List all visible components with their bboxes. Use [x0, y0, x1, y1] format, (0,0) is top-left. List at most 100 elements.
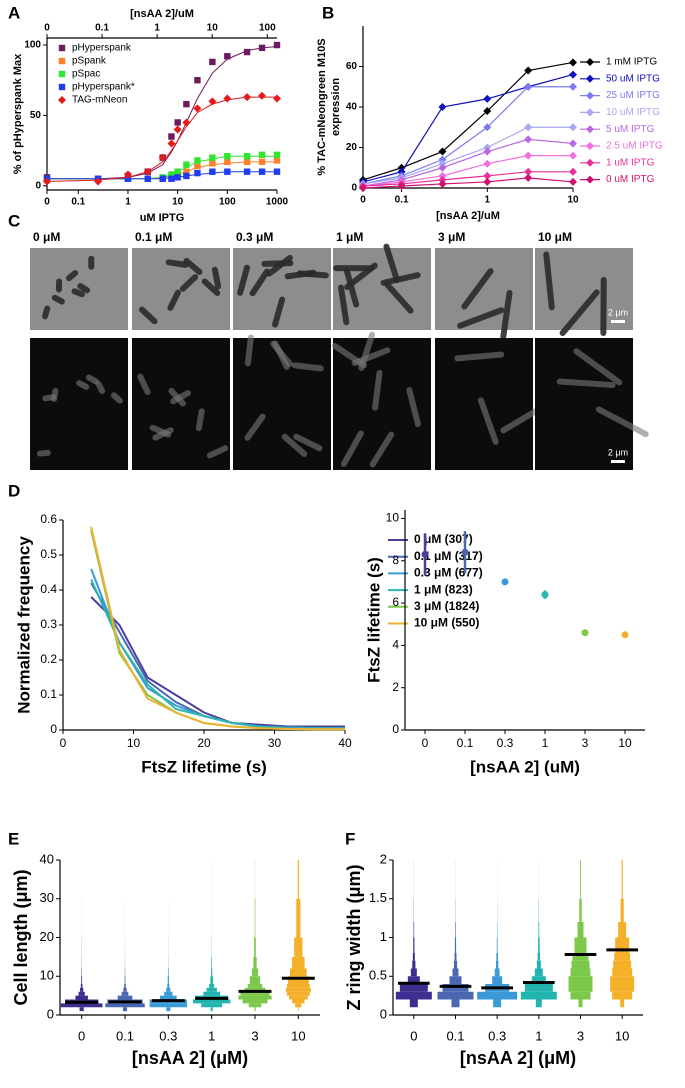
- x-tick-label: 0.3: [488, 1028, 506, 1043]
- point: [542, 591, 549, 598]
- point: [524, 123, 532, 131]
- x-tick-label: 100: [219, 197, 236, 208]
- micrograph-label: 3 μM: [438, 230, 465, 244]
- histogram-bin: [201, 1003, 222, 1007]
- x-tick-label: 0.3: [159, 1028, 177, 1043]
- x-tick-label: 10: [618, 736, 632, 750]
- histogram-bin: [79, 992, 85, 996]
- y-tick-label: 8: [392, 553, 399, 567]
- y-axis-label: FtsZ lifetime (s): [364, 557, 383, 683]
- point: [244, 159, 250, 165]
- x-tick-label: 1: [125, 197, 131, 208]
- histogram-bin: [455, 922, 456, 938]
- x-tick-label: 0.1: [457, 736, 474, 750]
- x-tick-label: 0.1: [395, 195, 409, 206]
- legend-marker: [59, 45, 65, 51]
- histogram-bin: [453, 969, 459, 977]
- point: [422, 551, 429, 558]
- point: [224, 53, 230, 59]
- histogram-bin: [289, 996, 308, 1000]
- legend-label: 10 uM IPTG: [606, 107, 660, 118]
- x-tick-label: 1000: [266, 197, 289, 208]
- series-line: [91, 531, 345, 730]
- histogram-bin: [238, 996, 271, 1000]
- point: [259, 159, 265, 165]
- histogram-bin: [81, 984, 83, 988]
- histogram-bin: [248, 984, 263, 988]
- point: [502, 578, 509, 585]
- point: [483, 160, 491, 168]
- y-tick-label: 2: [392, 680, 399, 694]
- series-line: [91, 527, 345, 729]
- histogram-bin: [252, 969, 258, 977]
- legend-marker: [586, 108, 594, 116]
- micrograph-label: 1 μM: [336, 230, 363, 244]
- panel-label: F: [345, 829, 355, 848]
- x-tick-label: 0.1: [116, 1028, 134, 1043]
- point: [224, 153, 230, 159]
- legend-label: 10 μM (550): [414, 616, 479, 630]
- point: [274, 169, 280, 175]
- point: [224, 159, 230, 165]
- x-tick-label: 20: [197, 736, 211, 750]
- x2-axis-label: [nsAA 2]/uM: [130, 8, 194, 20]
- legend-label: pHyperspank*: [72, 82, 135, 93]
- point: [208, 97, 216, 105]
- legend-label: 5 uM IPTG: [606, 124, 655, 135]
- cell: [333, 265, 374, 271]
- histogram-bin: [621, 899, 624, 922]
- cell: [600, 277, 606, 336]
- legend-label: 25 uM IPTG: [606, 90, 660, 101]
- histogram-bin: [575, 938, 587, 954]
- point: [273, 95, 281, 103]
- point: [223, 95, 231, 103]
- point: [243, 93, 251, 101]
- histogram-bin: [61, 1003, 103, 1007]
- histogram-bin: [610, 984, 634, 992]
- point: [209, 169, 215, 175]
- legend-marker: [59, 71, 65, 77]
- point: [174, 174, 180, 180]
- histogram-bin: [255, 899, 256, 938]
- legend-marker: [586, 75, 594, 83]
- scale-bar-label: 2 μm: [608, 447, 628, 457]
- cell: [56, 278, 62, 292]
- histogram-bin: [123, 988, 126, 992]
- histogram-bin: [411, 969, 417, 977]
- legend-label: 3 μM (1824): [414, 599, 479, 613]
- x-tick-label: 0.1: [71, 197, 85, 208]
- y-axis-label: Cell length (μm): [11, 869, 31, 1005]
- point: [582, 629, 589, 636]
- y-tick-label: 60: [346, 61, 358, 72]
- y-tick-label: 40: [40, 851, 54, 866]
- point: [183, 161, 189, 167]
- x-axis-label: [nsAA 2]/uM: [436, 210, 500, 222]
- legend-marker: [586, 92, 594, 100]
- point: [244, 49, 250, 55]
- histogram-bin: [295, 1003, 301, 1007]
- legend-label: 2.5 uM IPTG: [606, 141, 663, 152]
- point: [194, 77, 200, 83]
- legend-label: 50 uM IPTG: [606, 73, 660, 84]
- scale-bar: [611, 320, 625, 323]
- point: [174, 169, 180, 175]
- x-tick-label: 10: [291, 1028, 305, 1043]
- histogram-bin: [400, 984, 428, 992]
- histogram-bin: [105, 1003, 145, 1007]
- series-line: [91, 597, 345, 727]
- histogram-bin: [495, 969, 500, 977]
- point: [145, 176, 151, 182]
- point: [183, 101, 189, 107]
- histogram-bin: [618, 922, 626, 938]
- point: [622, 631, 629, 638]
- histogram-bin: [454, 961, 457, 969]
- histogram-bin: [537, 961, 541, 969]
- x-tick-label: 1: [485, 195, 491, 206]
- histogram-bin: [493, 1000, 501, 1008]
- y-tick-label: 0: [50, 722, 57, 736]
- point: [258, 92, 266, 100]
- point: [224, 169, 230, 175]
- histogram-bin: [569, 984, 593, 992]
- point: [194, 163, 200, 169]
